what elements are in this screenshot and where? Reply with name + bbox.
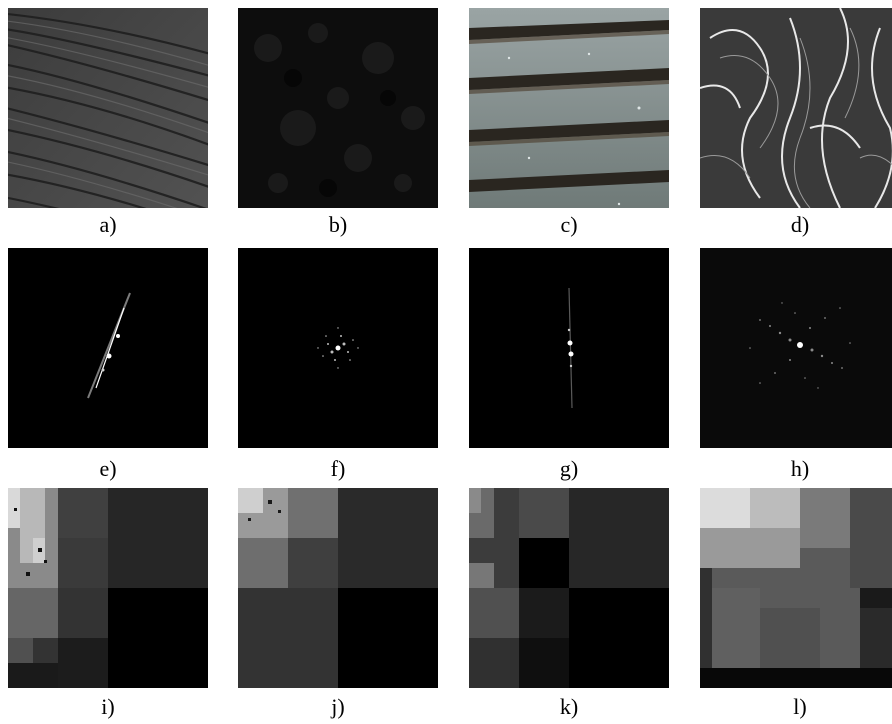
caption-a: a): [99, 212, 117, 237]
panel-g-spectrum-image: [469, 248, 669, 448]
panel-e-spectrum-image: [8, 248, 208, 448]
panel-j-block-image: [238, 488, 438, 688]
panel-b-texture-image: [238, 8, 438, 208]
panel-h-spectrum-image: [700, 248, 892, 448]
panel-a-texture-image: [8, 8, 208, 208]
spectrum-h-svg: [700, 248, 892, 448]
blocks-k-svg: [469, 488, 669, 688]
blocks-i-svg: [8, 488, 208, 688]
texture-b-svg: [238, 8, 438, 208]
caption-d: d): [790, 212, 810, 237]
panel-l-block-image: [700, 488, 892, 688]
texture-c-svg: [469, 8, 669, 208]
panel-i-block-image: [8, 488, 208, 688]
caption-b: b): [328, 212, 348, 237]
texture-d-svg: [700, 8, 892, 208]
caption-j: j): [331, 694, 345, 719]
caption-l: l): [793, 694, 807, 719]
caption-f: f): [330, 456, 346, 481]
caption-e: e): [99, 456, 117, 481]
caption-g: g): [559, 456, 579, 481]
caption-i: i): [101, 694, 115, 719]
caption-h: h): [790, 456, 810, 481]
panel-k-block-image: [469, 488, 669, 688]
caption-k: k): [559, 694, 579, 719]
panel-f-spectrum-image: [238, 248, 438, 448]
panel-c-texture-image: [469, 8, 669, 208]
blocks-l-svg: [700, 488, 892, 688]
spectrum-f-svg: [238, 248, 438, 448]
blocks-j-svg: [238, 488, 438, 688]
spectrum-e-svg: [8, 248, 208, 448]
texture-a-svg: [8, 8, 208, 208]
spectrum-g-svg: [469, 248, 669, 448]
caption-c: c): [560, 212, 578, 237]
panel-d-texture-image: [700, 8, 892, 208]
